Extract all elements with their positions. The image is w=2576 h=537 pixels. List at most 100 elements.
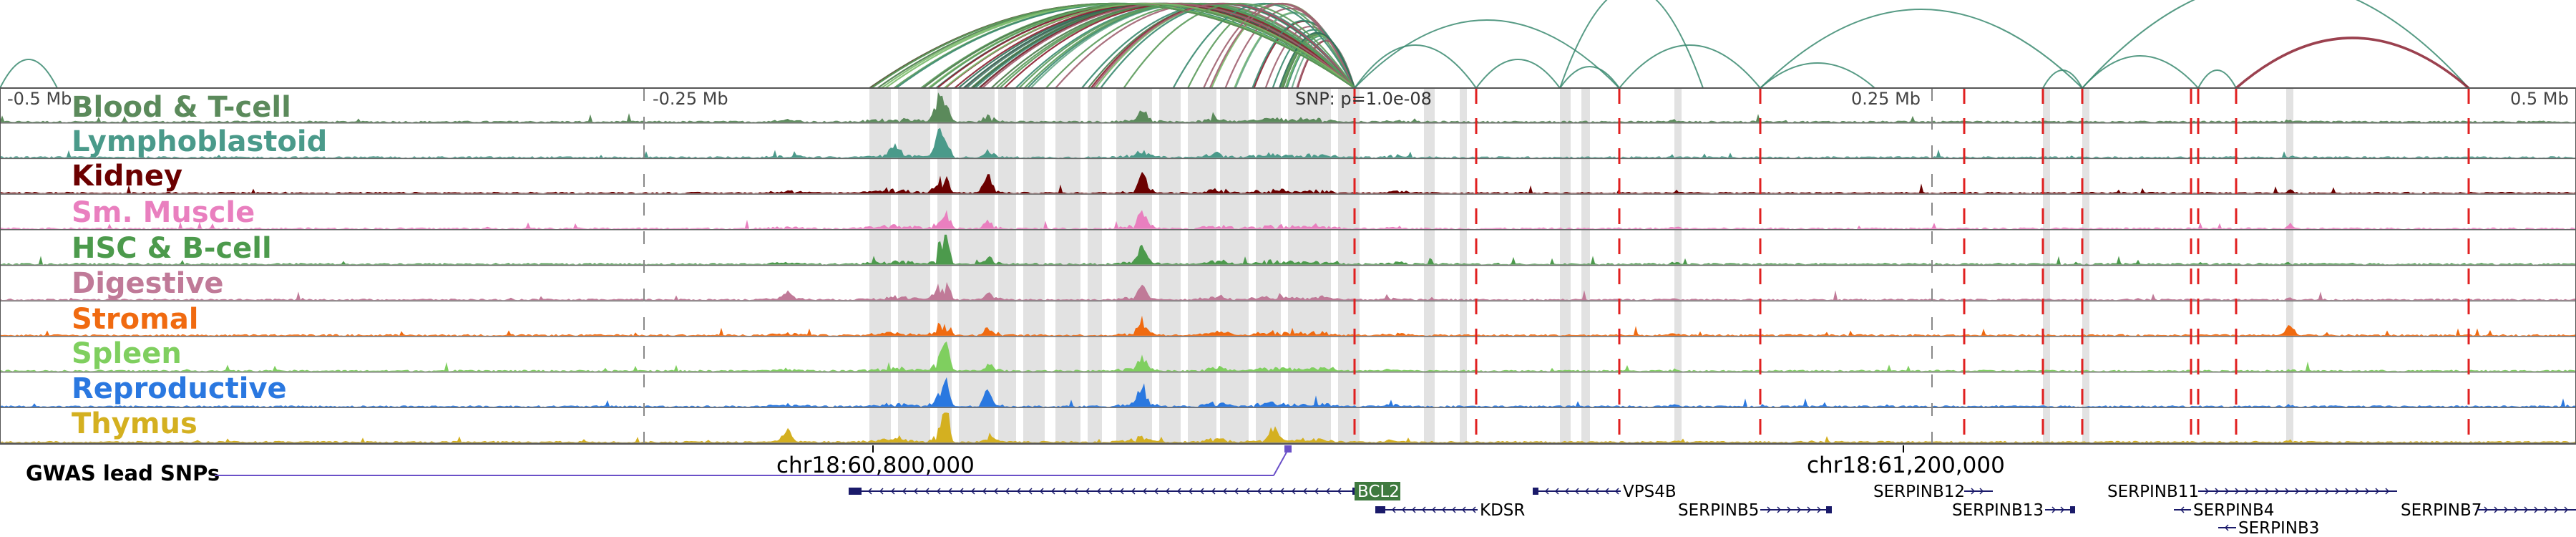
- axis-label-right: 0.5 Mb: [2510, 89, 2569, 109]
- gene-strand-arrow: [1222, 488, 1227, 495]
- gene-exon-serpinb5: [1826, 506, 1832, 513]
- gene-strand-arrow: [2494, 506, 2499, 513]
- gene-label-serpinb5: SERPINB5: [1678, 501, 1759, 520]
- track-label-lymphoblastoid: Lymphoblastoid: [72, 125, 327, 158]
- gene-strand-arrow: [1787, 506, 1792, 513]
- gene-strand-arrow: [2375, 488, 2380, 495]
- gene-strand-arrow: [1119, 488, 1124, 495]
- highlight-band: [1116, 88, 1152, 444]
- gene-strand-arrow: [1176, 488, 1181, 495]
- gene-strand-arrow: [2051, 506, 2057, 513]
- gene-strand-arrow: [2285, 488, 2290, 495]
- gene-strand-arrow: [2385, 488, 2390, 495]
- gene-strand-arrow: [2355, 488, 2360, 495]
- gene-strand-arrow: [2554, 506, 2559, 513]
- tracks-frame: [0, 87, 2576, 445]
- gene-label-serpinb12: SERPINB12: [1873, 483, 1965, 501]
- gwas-snp-marker: [1284, 445, 1292, 453]
- gene-strand-arrow: [2265, 488, 2270, 495]
- gene-strand-arrow: [1142, 488, 1147, 495]
- gene-strand-arrow: [1401, 506, 1406, 513]
- gene-strand-arrow: [879, 488, 884, 495]
- highlight-band: [1460, 88, 1467, 444]
- gene-strand-arrow: [1971, 488, 1976, 495]
- gene-strand-arrow: [2534, 506, 2539, 513]
- chromatin-loop: [1278, 32, 1356, 89]
- gene-strand-arrow: [959, 488, 964, 495]
- gene-strand-arrow: [1131, 488, 1136, 495]
- highlight-band: [1338, 88, 1360, 444]
- gene-strand-arrow: [1039, 488, 1044, 495]
- gwas-leader-diagonal: [1273, 449, 1289, 476]
- track-label-sm-muscle: Sm. Muscle: [72, 196, 255, 229]
- highlight-band: [1023, 88, 1045, 444]
- chromatin-loop: [1354, 44, 1477, 89]
- gene-exon-vps4b: [1533, 488, 1538, 495]
- highlight-band: [2043, 88, 2050, 444]
- highlight-band: [1674, 88, 1682, 444]
- gene-strand-arrow: [993, 488, 998, 495]
- chromatin-loop: [871, 2, 1355, 89]
- gene-strand-arrow: [2335, 488, 2340, 495]
- highlight-band: [1560, 88, 1571, 444]
- gene-strand-arrow: [1807, 506, 1812, 513]
- gene-strand-arrow: [2180, 506, 2185, 513]
- gene-strand-arrow: [1234, 488, 1239, 495]
- gene-strand-arrow: [1096, 488, 1101, 495]
- gene-label-bg-bcl2: [1355, 482, 1400, 500]
- gene-strand-arrow: [902, 488, 907, 495]
- chromatin-loop: [1023, 3, 1355, 89]
- chromatin-loop: [1760, 9, 2083, 89]
- chromatin-loop: [1172, 2, 1355, 89]
- gene-strand-arrow: [1279, 488, 1284, 495]
- gene-strand-arrow: [1199, 488, 1204, 495]
- highlight-band: [1055, 88, 1080, 444]
- track-label-spleen: Spleen: [72, 337, 182, 370]
- chromatin-loop: [943, 3, 1355, 89]
- snp-threshold-label: SNP: p=1.0e-08: [1295, 89, 1432, 109]
- gene-label-serpinb4: SERPINB4: [2193, 501, 2274, 520]
- gene-strand-arrow: [2205, 488, 2210, 495]
- gene-strand-arrow: [1604, 488, 1609, 495]
- gene-strand-arrow: [2305, 488, 2310, 495]
- gene-strand-arrow: [913, 488, 918, 495]
- gene-strand-arrow: [936, 488, 941, 495]
- highlight-band: [959, 88, 995, 444]
- gene-strand-arrow: [1268, 488, 1273, 495]
- gene-strand-arrow: [2295, 488, 2300, 495]
- gene-strand-arrow: [2524, 506, 2529, 513]
- gene-strand-arrow: [924, 488, 930, 495]
- chromatin-loop: [0, 59, 58, 89]
- highlight-band: [1220, 88, 1249, 444]
- gene-strand-arrow: [1471, 506, 1476, 513]
- highlight-band: [1188, 88, 1216, 444]
- chromatin-loop: [1475, 59, 1561, 89]
- chromatin-loop: [1559, 0, 1704, 89]
- highlight-band: [2286, 88, 2293, 444]
- gene-strand-arrow: [1153, 488, 1158, 495]
- gene-exon-kdsr: [1375, 506, 1385, 513]
- track-label-thymus: Thymus: [72, 407, 197, 440]
- gene-strand-arrow: [947, 488, 952, 495]
- gene-exon-bcl2-a: [849, 488, 862, 495]
- gene-strand-arrow: [1108, 488, 1113, 495]
- chromatin-loop: [1203, 3, 1356, 89]
- gene-strand-arrow: [2564, 506, 2569, 513]
- chromatin-loops: [0, 0, 2470, 90]
- gene-strand-arrow: [1979, 488, 1984, 495]
- gene-strand-arrow: [2275, 488, 2280, 495]
- track-label-blood-t-cell: Blood & T-cell: [72, 91, 291, 124]
- gene-strand-arrow: [1005, 488, 1010, 495]
- gene-strand-arrow: [1431, 506, 1436, 513]
- gene-strand-arrow: [1544, 488, 1549, 495]
- gene-strand-arrow: [1594, 488, 1599, 495]
- snp-marker-lines: [643, 88, 2470, 444]
- chromatin-loop: [1123, 3, 1355, 89]
- gene-label-serpinb3: SERPINB3: [2238, 519, 2319, 537]
- chromatin-loop: [2197, 69, 2237, 89]
- gene-strand-arrow: [2235, 488, 2240, 495]
- gene-strand-arrow: [1314, 488, 1319, 495]
- gene-strand-arrow: [1028, 488, 1033, 495]
- gene-label-serpinb7: SERPINB7: [2401, 501, 2482, 520]
